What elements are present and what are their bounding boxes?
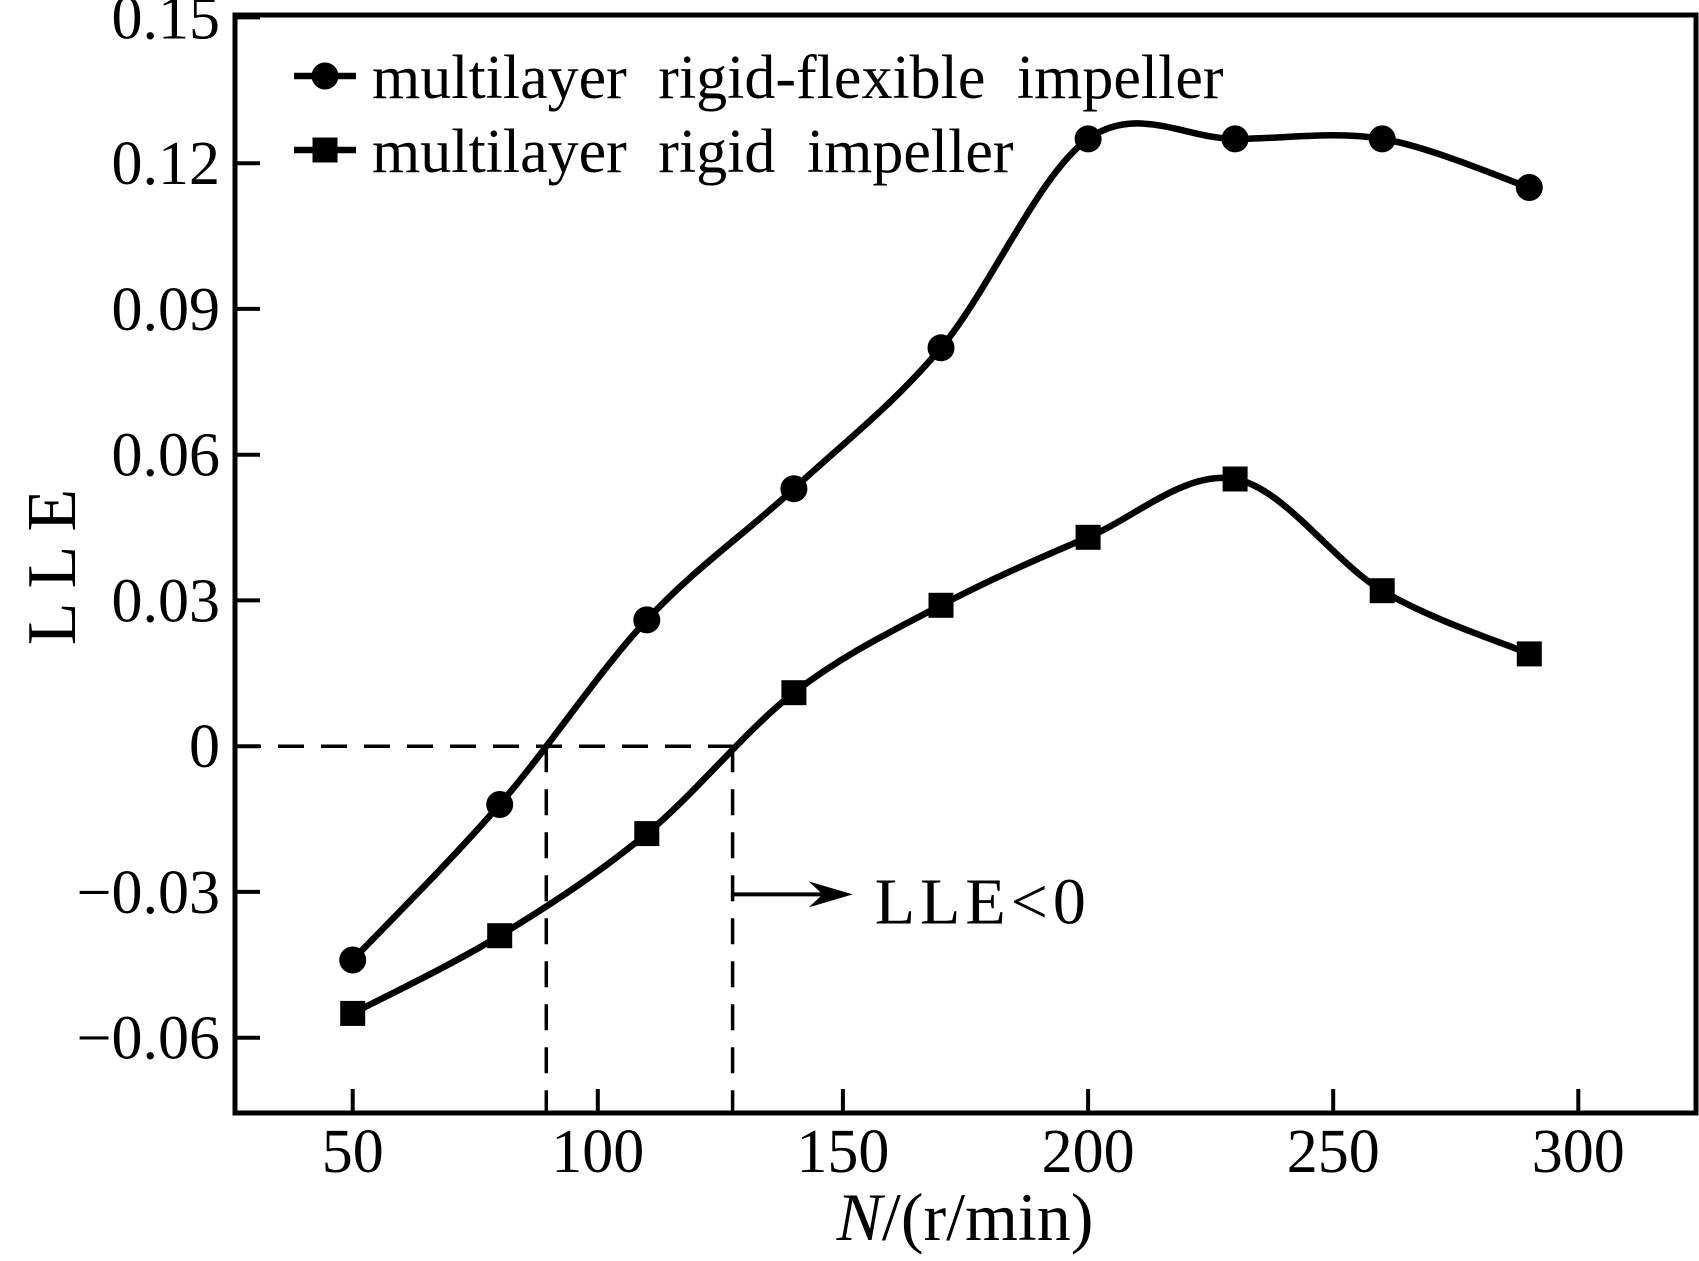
legend-label: multilayer rigid impeller	[372, 118, 1014, 186]
y-tick-label: −0.03	[77, 859, 220, 927]
arrow-right-icon	[808, 881, 853, 908]
circle-marker	[1074, 125, 1102, 153]
circle-marker	[1368, 125, 1396, 153]
legend-label: multilayer rigid-flexible impeller	[372, 44, 1224, 112]
plot-frame	[232, 12, 1699, 1116]
circle-marker	[1515, 174, 1543, 201]
circle-marker	[339, 946, 367, 974]
square-marker	[340, 1000, 366, 1026]
circle-marker	[1221, 125, 1249, 153]
square-marker	[781, 680, 807, 706]
square-marker	[1222, 466, 1248, 492]
circle-marker	[927, 334, 955, 362]
x-tick-label: 200	[1042, 1118, 1135, 1186]
x-tick-label: 300	[1532, 1118, 1625, 1186]
legend-circle-marker-icon	[311, 62, 339, 90]
y-tick-label: 0.12	[112, 130, 221, 198]
series-rigid	[340, 466, 1542, 1026]
circle-marker	[486, 791, 514, 818]
legend-item-0: multilayer rigid-flexible impeller	[294, 44, 1224, 112]
x-axis-title-symbol: N	[836, 1179, 886, 1255]
square-marker	[928, 592, 954, 618]
y-tick-label: −0.06	[77, 1005, 220, 1073]
y-tick-label: 0.06	[112, 422, 221, 490]
legend-square-marker-icon	[312, 137, 338, 163]
lle-annotation-label: LLE<0	[875, 865, 1091, 938]
x-tick-label: 50	[322, 1118, 384, 1186]
x-tick-label: 150	[796, 1118, 889, 1186]
x-tick-label: 100	[551, 1118, 644, 1186]
square-marker	[487, 923, 513, 949]
series-rigid-flexible	[339, 120, 1543, 974]
series-line	[349, 120, 1533, 964]
y-tick-label: 0	[189, 713, 220, 781]
x-tick-label: 250	[1287, 1118, 1380, 1186]
x-axis-title: N/(r/min)	[836, 1179, 1094, 1255]
legend-item-1: multilayer rigid impeller	[294, 118, 1014, 186]
legend: multilayer rigid-flexible impellermultil…	[294, 44, 1224, 186]
circle-marker	[780, 475, 808, 503]
y-tick-label: 0.15	[112, 0, 221, 52]
y-axis: 0.15 0.12 0.09 0.06 0.03 0 −0.03 −0.06	[77, 0, 260, 1073]
x-axis-title-units: /(r/min)	[882, 1179, 1094, 1255]
y-tick-label: 0.03	[112, 567, 221, 635]
y-tick-label: 0.09	[112, 276, 221, 344]
square-marker	[1516, 641, 1542, 667]
square-marker	[634, 821, 660, 847]
x-axis: 50 100 150 200 250 300	[322, 1089, 1625, 1186]
square-marker	[1075, 524, 1101, 550]
lle-annotation: LLE<0	[732, 865, 1091, 938]
square-marker	[1369, 578, 1395, 604]
y-axis-title: LLE	[14, 475, 91, 645]
circle-marker	[633, 606, 661, 634]
